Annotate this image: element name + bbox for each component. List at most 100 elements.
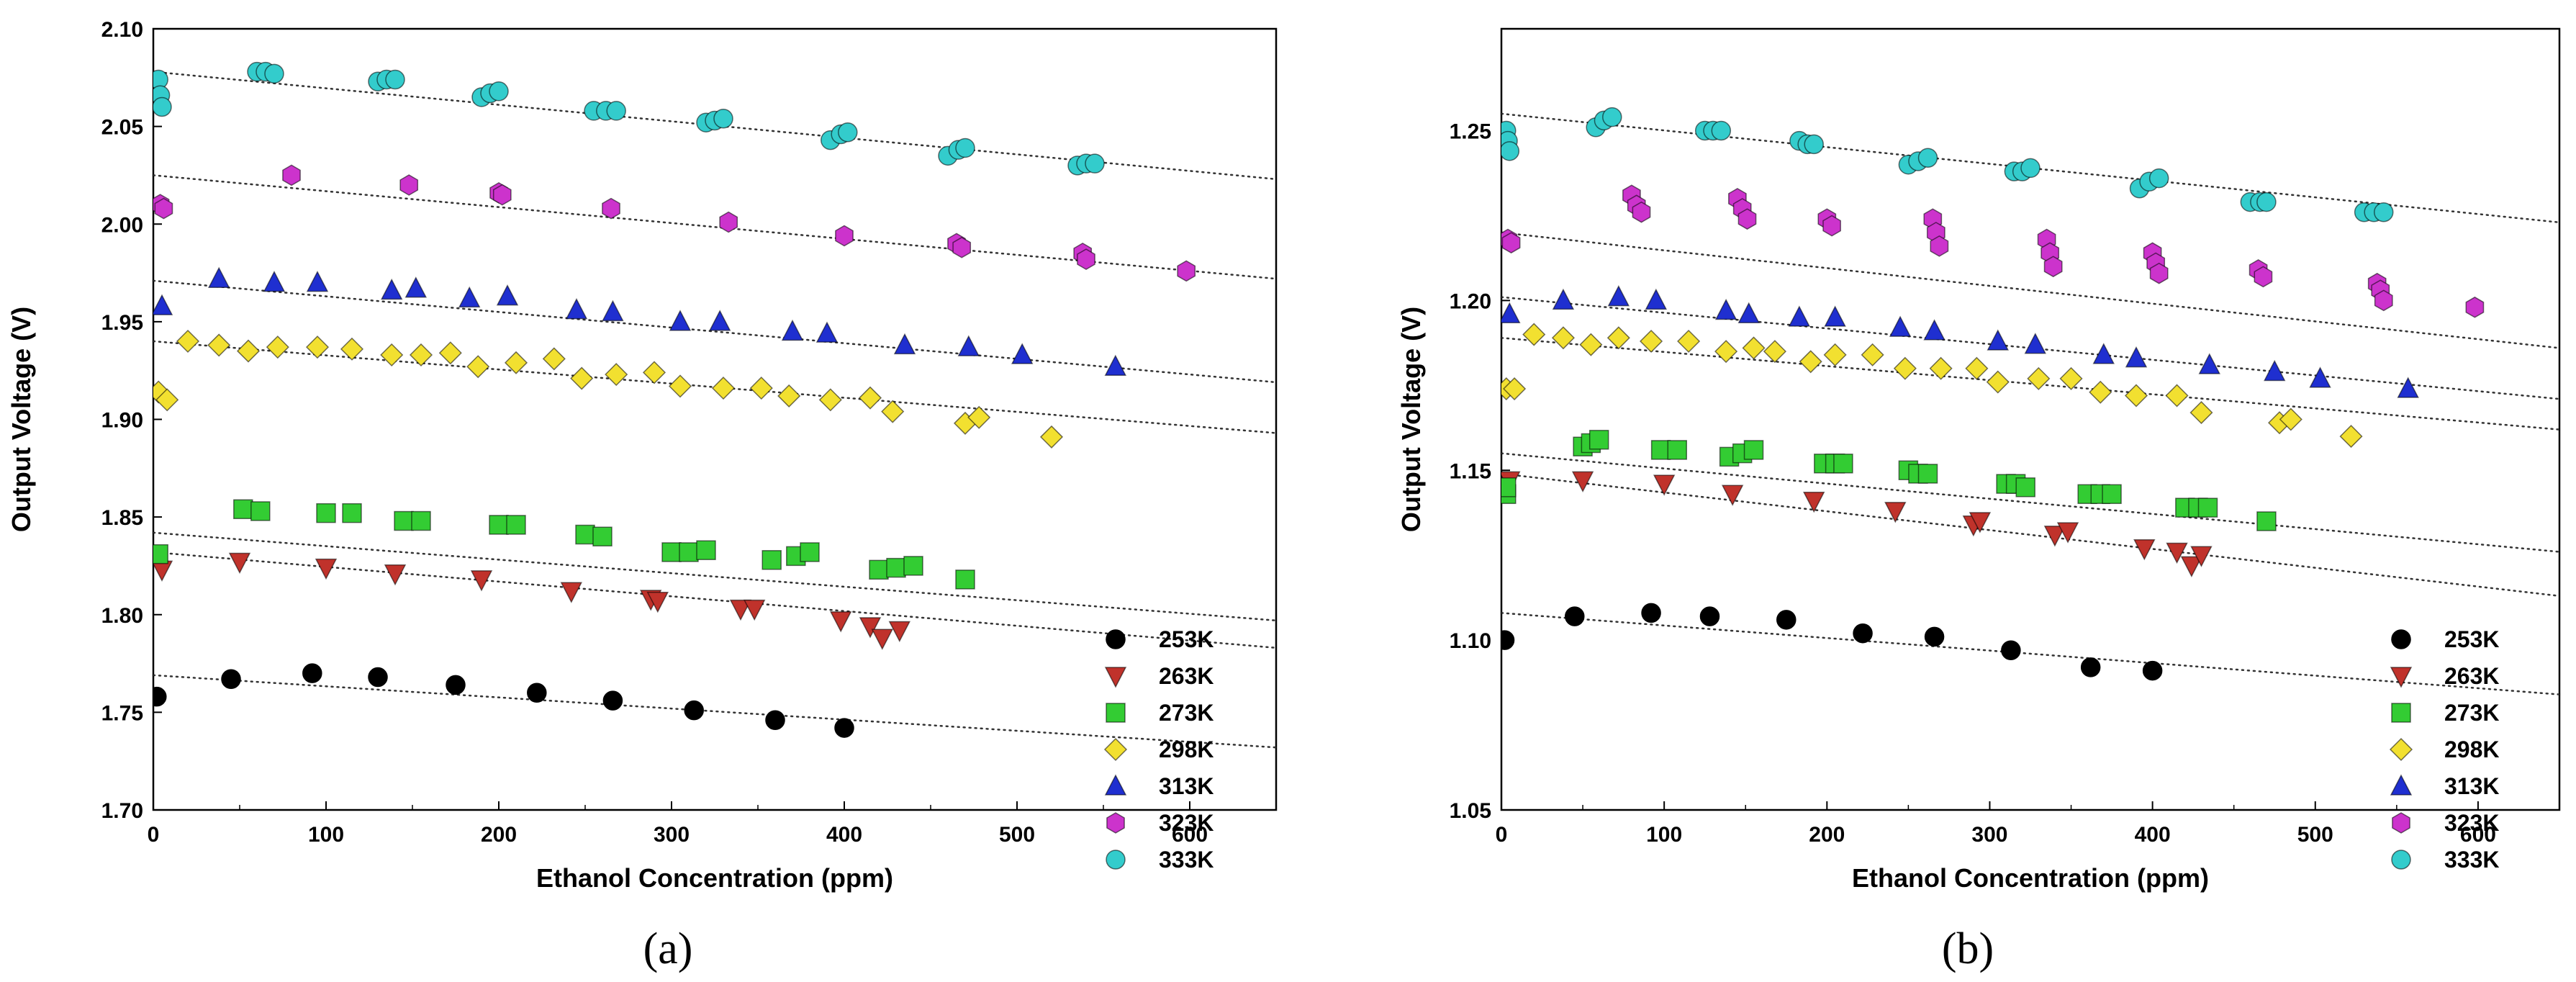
- point-263k: [888, 621, 911, 643]
- point-298k: [881, 400, 905, 423]
- trendline-323k: [1501, 231, 2559, 349]
- point-333k: [2256, 192, 2277, 212]
- point-333k: [1711, 120, 1732, 141]
- point-323k: [1501, 232, 1521, 254]
- point-273k: [1833, 454, 1853, 474]
- point-253k: [1853, 623, 1873, 644]
- point-298k: [2339, 425, 2363, 449]
- point-298k: [438, 341, 462, 365]
- point-298k: [504, 351, 528, 374]
- point-313k: [669, 310, 692, 331]
- point-313k: [1714, 298, 1737, 320]
- point-253k: [1641, 603, 1661, 623]
- point-298k: [266, 335, 289, 359]
- point-273k: [153, 544, 168, 564]
- legend-label: 253K: [1159, 626, 1214, 652]
- point-298k: [2089, 380, 2112, 404]
- trendline-273k: [153, 531, 1276, 622]
- point-263k: [2190, 546, 2213, 567]
- point-298k: [1799, 350, 1822, 374]
- point-298k: [2059, 366, 2083, 390]
- point-333k: [1602, 107, 1622, 127]
- x-axis-label: Ethanol Concentration (ppm): [1852, 863, 2209, 893]
- point-313k: [2309, 366, 2331, 388]
- point-298k: [340, 337, 364, 361]
- point-263k: [646, 592, 669, 613]
- trendline-298k: [153, 340, 1276, 434]
- point-313k: [957, 335, 980, 356]
- legend-marker-323k: [1106, 812, 1125, 834]
- plot-area: [1501, 107, 2559, 695]
- x-tick-label: 400: [826, 823, 862, 847]
- trendline-253k: [1501, 612, 2559, 695]
- point-273k: [1667, 440, 1687, 460]
- point-298k: [542, 347, 566, 371]
- point-313k: [380, 278, 403, 300]
- plot-frame: [1500, 27, 2561, 811]
- point-273k: [2256, 511, 2277, 531]
- point-298k: [153, 380, 171, 404]
- point-253k: [765, 710, 785, 730]
- point-298k: [1986, 370, 2010, 394]
- point-253k: [1776, 610, 1797, 630]
- point-273k: [250, 501, 271, 521]
- point-263k: [1802, 491, 1825, 513]
- y-tick-label: 1.25: [1450, 120, 1491, 144]
- point-333k: [2020, 158, 2041, 179]
- point-333k: [713, 109, 733, 129]
- legend-marker-298k: [1103, 737, 1128, 762]
- point-273k: [316, 503, 336, 523]
- point-298k: [1503, 377, 1527, 401]
- point-263k: [384, 564, 407, 586]
- point-298k: [1893, 356, 1917, 380]
- legend-label: 298K: [1159, 736, 1214, 762]
- point-323k: [2254, 266, 2273, 288]
- point-313k: [1737, 302, 1760, 324]
- panel-label: (a): [643, 924, 693, 973]
- point-263k: [1721, 485, 1744, 506]
- point-263k: [1571, 471, 1594, 493]
- point-313k: [405, 276, 428, 298]
- point-253k: [446, 675, 466, 695]
- point-298k: [2124, 384, 2148, 407]
- point-313k: [1987, 329, 2010, 351]
- y-tick-label: 1.85: [101, 506, 143, 530]
- point-313k: [1824, 305, 1846, 327]
- y-axis-label: Output Voltage (V): [1396, 307, 1426, 532]
- legend-label: 253K: [2444, 626, 2500, 652]
- point-273k: [592, 526, 613, 546]
- point-313k: [781, 319, 804, 341]
- point-298k: [1522, 323, 1546, 346]
- point-298k: [2165, 384, 2189, 407]
- point-323k: [1822, 215, 1841, 237]
- point-323k: [1737, 208, 1757, 230]
- point-313k: [1607, 285, 1630, 307]
- point-273k: [761, 550, 782, 570]
- point-313k: [602, 299, 624, 322]
- point-333k: [838, 122, 858, 143]
- point-333k: [153, 96, 172, 117]
- trendline-298k: [1501, 337, 2559, 431]
- x-tick-label: 400: [2135, 823, 2171, 847]
- point-253k: [221, 669, 241, 690]
- point-298k: [668, 374, 692, 398]
- point-298k: [1640, 329, 1663, 353]
- x-tick-label: 0: [148, 823, 160, 847]
- point-253k: [834, 718, 854, 738]
- point-273k: [1588, 430, 1609, 450]
- point-333k: [489, 81, 509, 102]
- point-263k: [228, 552, 251, 575]
- point-298k: [858, 386, 882, 410]
- legend-label: 333K: [1159, 847, 1214, 873]
- point-333k: [606, 101, 626, 121]
- point-273k: [506, 515, 526, 535]
- point-323k: [1632, 201, 1651, 223]
- point-253k: [1924, 626, 1945, 647]
- point-298k: [380, 343, 404, 367]
- x-tick-label: 200: [481, 823, 517, 847]
- point-323k: [719, 211, 738, 233]
- legend-label: 273K: [2444, 700, 2500, 726]
- point-263k: [729, 599, 752, 621]
- point-298k: [967, 405, 991, 429]
- point-273k: [696, 540, 716, 560]
